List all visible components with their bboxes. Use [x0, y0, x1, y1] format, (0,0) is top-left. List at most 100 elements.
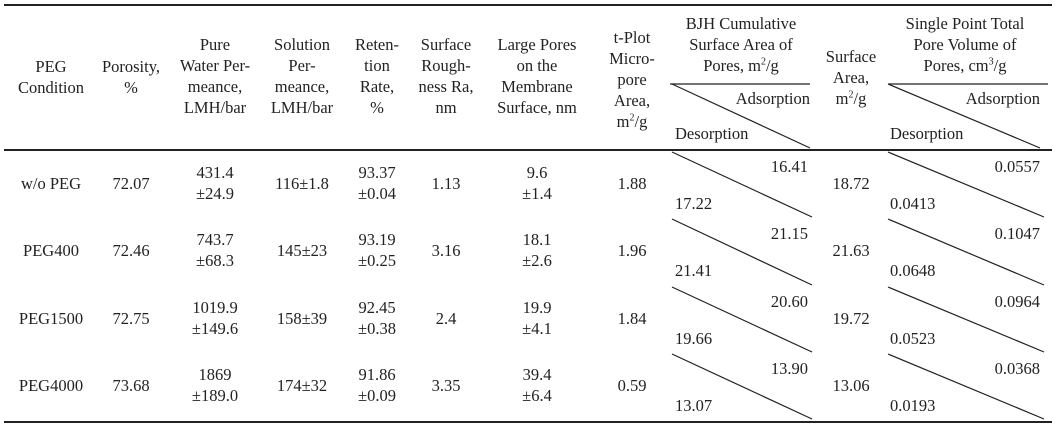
cell-t-plot-area: 1.96 [617, 240, 647, 260]
header-pure-water-permeance-line-2: Water Per- [179, 56, 251, 75]
header-bjh-line-1: BJH Cumulative [685, 13, 797, 33]
cell-pure-water-permeance-line-2: ±189.0 [191, 386, 239, 405]
cell-large-pores-line-2: ±2.6 [522, 251, 552, 270]
header-peg-condition-line-1: PEG [35, 57, 67, 76]
cell-spv-adsorption: 0.0557 [994, 156, 1040, 176]
cell-retention-rate-line-1: 91.86 [358, 365, 396, 384]
header-retention-rate-line-3: Rate, [359, 77, 395, 96]
header-solution-permeance-line-4: LMH/bar [270, 98, 334, 117]
header-retention-rate-line-1: Reten- [355, 35, 399, 54]
cell-pure-water-permeance-line-2: ±24.9 [196, 184, 234, 203]
cell-bjh-desorption: 21.41 [675, 260, 713, 280]
cell-retention-rate-line-1: 93.19 [358, 230, 396, 249]
header-t-plot-line-3: pore [617, 69, 647, 89]
header-surface-roughness-line-3: ness Ra, [418, 77, 474, 96]
cell-retention-rate-line-2: ±0.04 [358, 184, 396, 203]
cell-pure-water-permeance-line-1: 431.4 [196, 163, 234, 182]
table-bottom-rule [4, 421, 1052, 423]
header-surface-roughness-line-1: Surface [420, 35, 472, 54]
cell-t-plot-area: 1.84 [617, 308, 647, 328]
cell-bjh-desorption: 19.66 [675, 328, 713, 348]
cell-solution-permeance: 158±39 [276, 308, 328, 328]
cell-spv-desorption: 0.0648 [890, 260, 936, 280]
cell-pure-water-permeance-line-1: 743.7 [196, 230, 234, 249]
table-top-rule [4, 4, 1052, 6]
cell-spv-adsorption: 0.1047 [994, 223, 1040, 243]
bjh-desorption-label: Desorption [675, 123, 749, 143]
header-bjh-line-3: Pores, m2/g [703, 55, 779, 75]
header-single-point-line-3: Pores, cm3/g [923, 55, 1007, 75]
cell-retention-rate-line-1: 93.37 [358, 163, 396, 182]
cell-bjh-adsorption: 16.41 [770, 156, 808, 176]
header-surface-area-line-3: m2/g [835, 88, 867, 108]
header-single-point-line-2: Pore Volume of [913, 34, 1017, 54]
header-t-plot-line-5: m2/g [616, 111, 648, 131]
cell-surface-roughness: 1.13 [431, 173, 461, 193]
cell-porosity: 72.07 [112, 173, 150, 193]
cell-spv-adsorption: 0.0964 [994, 291, 1040, 311]
cell-surface-area: 18.72 [832, 173, 870, 193]
header-solution-permeance-line-2: Per- [288, 56, 316, 75]
cell-surface-roughness: 3.35 [431, 375, 461, 395]
header-large-pores-line-4: Surface, nm [497, 98, 577, 117]
cell-porosity: 72.75 [112, 308, 150, 328]
header-surface-area-line-2: Area, [832, 67, 870, 87]
cell-t-plot-area: 1.88 [617, 173, 647, 193]
header-solution-permeance-line-1: Solution [274, 35, 330, 54]
cell-bjh-desorption: 17.22 [675, 193, 713, 213]
cell-large-pores-line-2: ±1.4 [522, 184, 552, 203]
cell-retention-rate-line-2: ±0.38 [358, 319, 396, 338]
cell-large-pores-line-2: ±4.1 [522, 319, 552, 338]
cell-surface-area: 19.72 [832, 308, 870, 328]
cell-bjh-adsorption: 20.60 [770, 291, 808, 311]
cell-solution-permeance: 174±32 [276, 375, 328, 395]
cell-large-pores-line-1: 39.4 [522, 365, 552, 384]
cell-peg-condition: PEG4000 [18, 375, 84, 395]
cell-solution-permeance: 116±1.8 [275, 173, 329, 193]
cell-porosity: 73.68 [112, 375, 150, 395]
header-large-pores-line-2: on the [516, 56, 558, 75]
cell-pure-water-permeance-line-2: ±149.6 [191, 319, 239, 338]
cell-bjh-adsorption: 21.15 [770, 223, 808, 243]
header-pure-water-permeance-line-1: Pure [199, 35, 231, 54]
cell-pure-water-permeance-line-1: 1869 [198, 365, 232, 384]
header-surface-roughness-line-2: Rough- [421, 56, 471, 75]
cell-peg-condition: w/o PEG [20, 173, 82, 193]
header-peg-condition-line-2: Condition [17, 78, 84, 97]
header-surface-roughness-line-4: nm [435, 98, 457, 117]
header-t-plot-line-4: Area, [613, 90, 651, 110]
cell-large-pores-line-2: ±6.4 [522, 386, 552, 405]
header-porosity-line-2: % [124, 78, 138, 97]
header-t-plot-line-1: t-Plot [613, 27, 651, 47]
cell-large-pores-line-1: 9.6 [526, 163, 548, 182]
cell-spv-desorption: 0.0523 [890, 328, 936, 348]
cell-large-pores-line-1: 18.1 [522, 230, 552, 249]
cell-solution-permeance: 145±23 [276, 240, 328, 260]
header-t-plot-line-2: Micro- [609, 48, 655, 68]
header-surface-area-line-1: Surface [825, 46, 877, 66]
cell-spv-adsorption: 0.0368 [994, 358, 1040, 378]
cell-surface-area: 13.06 [832, 375, 870, 395]
cell-t-plot-area: 0.59 [617, 375, 647, 395]
spv-adsorption-label: Adsorption [965, 88, 1040, 108]
cell-large-pores-line-1: 19.9 [522, 298, 552, 317]
bjh-adsorption-label: Adsorption [735, 88, 810, 108]
table-header-rule [4, 149, 1052, 151]
cell-bjh-adsorption: 13.90 [770, 358, 808, 378]
cell-surface-roughness: 2.4 [435, 308, 457, 328]
header-large-pores-line-1: Large Pores [497, 35, 577, 54]
header-pure-water-permeance-line-4: LMH/bar [183, 98, 247, 117]
cell-spv-desorption: 0.0193 [890, 395, 936, 415]
header-porosity-line-1: Porosity, [101, 57, 161, 76]
cell-surface-area: 21.63 [832, 240, 870, 260]
header-bjh-line-2: Surface Area of [689, 34, 793, 54]
cell-pure-water-permeance-line-1: 1019.9 [192, 298, 238, 317]
header-retention-rate-line-4: % [370, 98, 384, 117]
cell-surface-roughness: 3.16 [431, 240, 461, 260]
header-retention-rate-line-2: tion [364, 56, 390, 75]
cell-pure-water-permeance-line-2: ±68.3 [196, 251, 234, 270]
cell-spv-desorption: 0.0413 [890, 193, 936, 213]
cell-retention-rate-line-2: ±0.09 [358, 386, 396, 405]
cell-peg-condition: PEG1500 [18, 308, 84, 328]
